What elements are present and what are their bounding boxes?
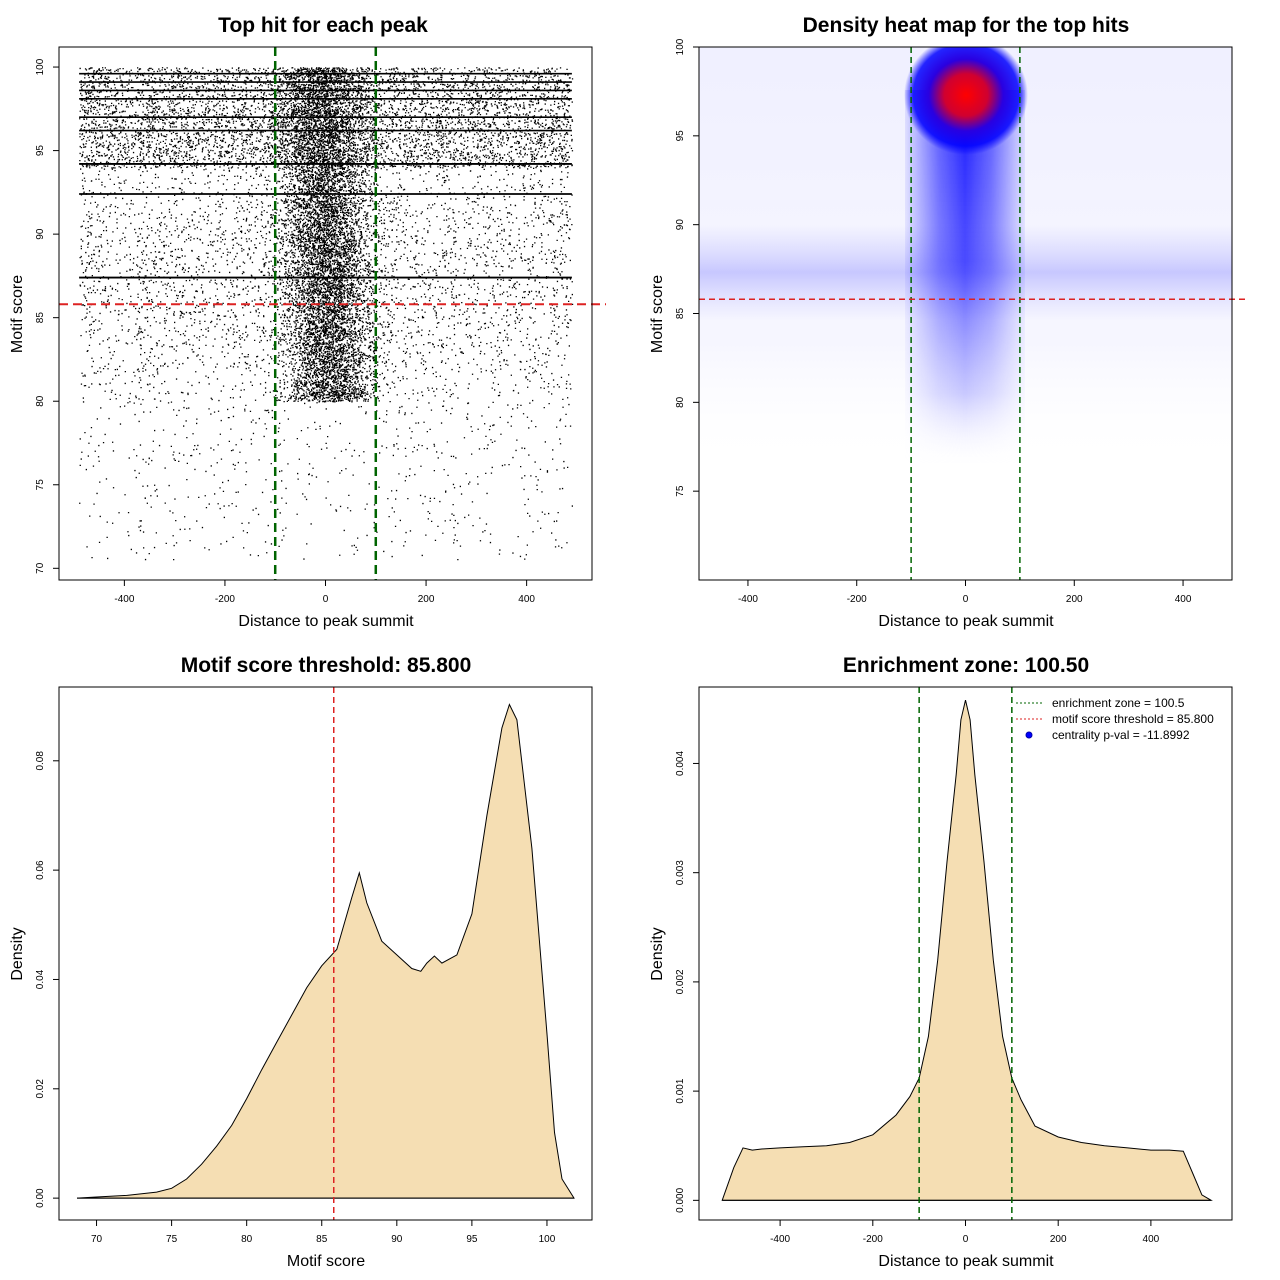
distance-density-y-label: Density bbox=[649, 927, 666, 980]
heatmap-x-tick-label: 200 bbox=[1066, 594, 1083, 605]
legend-item-centrality: centrality p-val = -11.8992 bbox=[1025, 728, 1190, 742]
score-density-x-tick-label: 80 bbox=[241, 1234, 253, 1245]
distance-density-y-tick-label: 0.001 bbox=[675, 1078, 686, 1103]
distance-density-y-axis: 0.000 0.001 0.002 0.003 0.004 bbox=[675, 751, 699, 1213]
scatter-x-tick-label: 0 bbox=[323, 594, 329, 605]
distance-density-x-tick-label: 0 bbox=[963, 1234, 969, 1245]
heatmap-y-tick-label: 80 bbox=[675, 396, 686, 408]
distance-density-x-axis: -400 -200 0 200 400 bbox=[770, 1220, 1160, 1245]
score-density-x-tick-label: 90 bbox=[391, 1234, 403, 1245]
score-density-y-label: Density bbox=[9, 927, 26, 980]
scatter-x-tick-label: -200 bbox=[215, 594, 235, 605]
scatter-x-tick-label: 200 bbox=[418, 594, 435, 605]
heatmap-density bbox=[699, 47, 1232, 470]
score-density-y-tick-label: 0.00 bbox=[35, 1188, 46, 1208]
score-density-plot-frame bbox=[58, 686, 593, 1221]
legend-zone-label: enrichment zone = 100.5 bbox=[1052, 696, 1185, 710]
scatter-y-tick-label: 90 bbox=[35, 228, 46, 240]
score-density-y-tick-label: 0.08 bbox=[35, 751, 46, 771]
score-density-x-tick-label: 85 bbox=[316, 1234, 328, 1245]
scatter-y-axis: 70 75 80 85 90 95 100 bbox=[35, 58, 59, 574]
scatter-y-tick-label: 100 bbox=[35, 58, 46, 75]
legend-item-enrichment-zone: enrichment zone = 100.5 bbox=[1016, 696, 1185, 710]
heatmap-x-tick-label: 400 bbox=[1175, 594, 1192, 605]
scatter-y-tick-label: 80 bbox=[35, 395, 46, 407]
scatter-y-tick-label: 75 bbox=[35, 479, 46, 491]
scatter-x-label: Distance to peak summit bbox=[238, 613, 414, 630]
score-density-title: Motif score threshold: 85.800 bbox=[181, 654, 472, 677]
legend: enrichment zone = 100.5 motif score thre… bbox=[1016, 696, 1214, 742]
distance-density-x-tick-label: 400 bbox=[1143, 1234, 1160, 1245]
distance-density-title: Enrichment zone: 100.50 bbox=[843, 654, 1089, 677]
distance-density-y-tick-label: 0.004 bbox=[675, 751, 686, 776]
score-density-y-tick-label: 0.04 bbox=[35, 969, 46, 989]
distance-density-area bbox=[721, 699, 1213, 1201]
heatmap-y-tick-label: 85 bbox=[675, 308, 686, 320]
distance-density-x-label: Distance to peak summit bbox=[878, 1253, 1054, 1270]
score-density-x-tick-label: 70 bbox=[91, 1234, 103, 1245]
scatter-points bbox=[79, 67, 574, 561]
legend-centrality-label: centrality p-val = -11.8992 bbox=[1052, 728, 1190, 742]
heatmap-x-tick-label: -400 bbox=[738, 594, 758, 605]
heatmap-y-tick-label: 95 bbox=[675, 130, 686, 142]
heatmap-y-tick-label: 90 bbox=[675, 219, 686, 231]
heatmap-y-axis: 75 80 85 90 95 100 bbox=[675, 38, 699, 497]
score-density-panel: Motif score threshold: 85.800 70 75 80 85 90… bbox=[9, 654, 593, 1270]
heatmap-x-axis: -400 -200 0 200 400 bbox=[738, 580, 1192, 605]
scatter-y-tick-label: 95 bbox=[35, 145, 46, 157]
heatmap-y-tick-label: 100 bbox=[675, 38, 686, 55]
score-density-x-tick-label: 75 bbox=[166, 1234, 178, 1245]
score-density-x-tick-label: 100 bbox=[539, 1234, 556, 1245]
scatter-x-axis: -400 -200 0 200 400 bbox=[114, 580, 535, 605]
legend-item-threshold: motif score threshold = 85.800 bbox=[1016, 712, 1214, 726]
score-density-y-tick-label: 0.06 bbox=[35, 860, 46, 880]
heatmap-panel: Density heat map for the top hits -400 -2… bbox=[649, 14, 1246, 630]
scatter-title: Top hit for each peak bbox=[218, 14, 428, 37]
heatmap-title: Density heat map for the top hits bbox=[803, 14, 1130, 37]
distance-density-x-tick-label: 200 bbox=[1050, 1234, 1067, 1245]
scatter-y-tick-label: 70 bbox=[35, 562, 46, 574]
scatter-y-tick-label: 85 bbox=[35, 312, 46, 324]
scatter-y-label: Motif score bbox=[9, 275, 26, 353]
heatmap-x-label: Distance to peak summit bbox=[878, 613, 1054, 630]
scatter-x-tick-label: 400 bbox=[518, 594, 535, 605]
heatmap-y-tick-label: 75 bbox=[675, 485, 686, 497]
score-density-area bbox=[76, 703, 575, 1199]
heatmap-reference-lines bbox=[699, 47, 1246, 580]
score-density-x-label: Motif score bbox=[287, 1253, 365, 1270]
distance-density-y-tick-label: 0.003 bbox=[675, 860, 686, 885]
heatmap-hotspot bbox=[904, 47, 1028, 155]
scatter-point-cloud bbox=[79, 67, 574, 561]
score-density-y-axis: 0.00 0.02 0.04 0.06 0.08 bbox=[35, 751, 59, 1208]
distance-density-y-tick-label: 0.002 bbox=[675, 969, 686, 994]
distance-density-reference-lines bbox=[918, 687, 1013, 1220]
legend-threshold-label: motif score threshold = 85.800 bbox=[1052, 712, 1214, 726]
score-density-x-axis: 70 75 80 85 90 95 100 bbox=[91, 1220, 556, 1245]
heatmap-y-label: Motif score bbox=[649, 275, 666, 353]
legend-centrality-dot bbox=[1025, 731, 1033, 739]
distance-density-panel: Enrichment zone: 100.50 -400 -200 0 200 400 … bbox=[649, 654, 1233, 1270]
heatmap-x-tick-label: 0 bbox=[963, 594, 969, 605]
scatter-x-tick-label: -400 bbox=[114, 594, 134, 605]
scatter-panel: Top hit for each peak -400 -200 0 200 400 70… bbox=[9, 14, 606, 630]
heatmap-x-tick-label: -200 bbox=[847, 594, 867, 605]
score-density-y-tick-label: 0.02 bbox=[35, 1079, 46, 1099]
distance-density-x-tick-label: -400 bbox=[770, 1234, 790, 1245]
score-density-x-tick-label: 95 bbox=[466, 1234, 478, 1245]
distance-density-y-tick-label: 0.000 bbox=[675, 1187, 686, 1212]
scatter-reference-lines bbox=[59, 47, 606, 580]
distance-density-x-tick-label: -200 bbox=[863, 1234, 883, 1245]
